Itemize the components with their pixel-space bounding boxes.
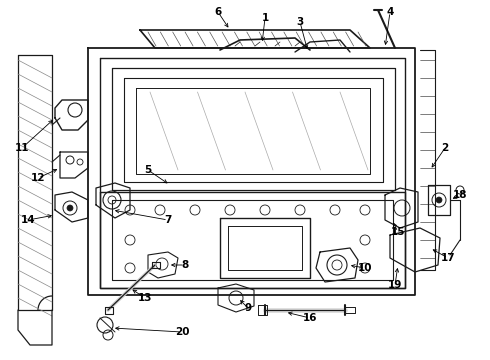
Text: 19: 19: [388, 280, 402, 290]
Circle shape: [67, 205, 73, 211]
Text: 1: 1: [261, 13, 269, 23]
Text: 20: 20: [175, 327, 189, 337]
Circle shape: [436, 197, 442, 203]
Text: 13: 13: [138, 293, 152, 303]
Text: 17: 17: [441, 253, 455, 263]
Text: 6: 6: [215, 7, 221, 17]
Text: 2: 2: [441, 143, 449, 153]
Text: 3: 3: [296, 17, 304, 27]
Text: 10: 10: [358, 263, 372, 273]
Text: 16: 16: [303, 313, 317, 323]
Text: 11: 11: [15, 143, 29, 153]
Text: 4: 4: [386, 7, 393, 17]
Text: 14: 14: [21, 215, 35, 225]
Text: 18: 18: [453, 190, 467, 200]
Text: 15: 15: [391, 227, 405, 237]
Text: 12: 12: [31, 173, 45, 183]
Text: 5: 5: [145, 165, 151, 175]
Text: 7: 7: [164, 215, 171, 225]
Text: 9: 9: [245, 303, 251, 313]
Text: 8: 8: [181, 260, 189, 270]
